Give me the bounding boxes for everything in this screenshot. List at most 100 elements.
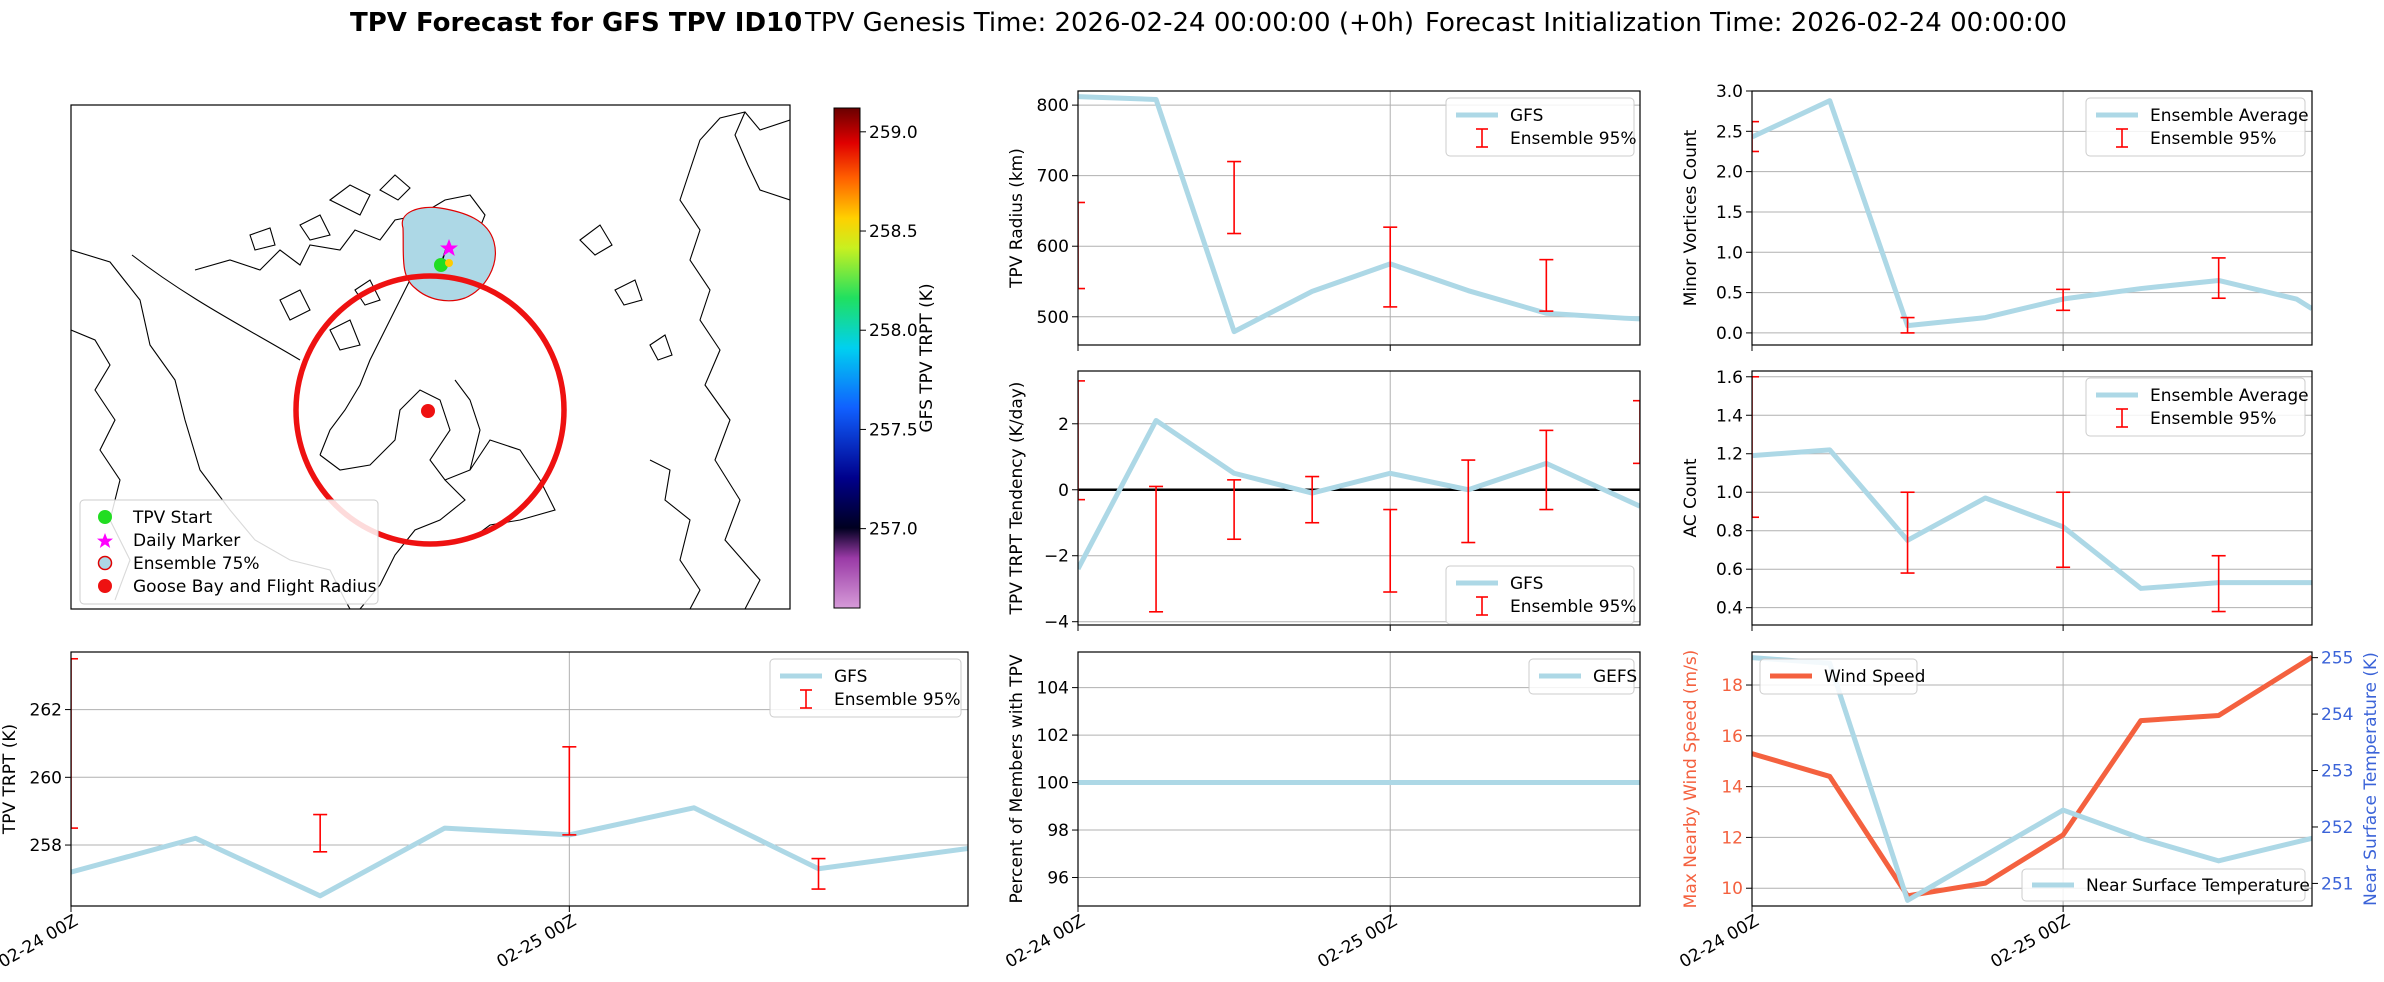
x-tick-label: 02-25 00Z xyxy=(1314,911,1400,972)
plot-area xyxy=(1078,94,1640,335)
daily-marker xyxy=(440,239,458,256)
title-bold: TPV Forecast for GFS TPV ID10 xyxy=(350,8,802,38)
legend-secondary: Near Surface Temperature xyxy=(2021,868,2310,902)
y-tick-label: 0.5 xyxy=(1716,284,1743,304)
y-axis-label: TPV Radius (km) xyxy=(1007,148,1027,289)
series-line-ensemble-average xyxy=(1752,447,2312,591)
axes-frame xyxy=(1077,370,1641,626)
error-bar xyxy=(1633,399,1640,465)
y-tick-label: 1.0 xyxy=(1716,483,1743,503)
error-bar xyxy=(2211,257,2226,300)
legend-box xyxy=(1528,658,1635,695)
chart-trpt: 258 260 262 02-24 00Z 02-25 00Z TPV TRPT (K) G… xyxy=(0,651,969,972)
error-bar xyxy=(1149,485,1164,613)
colorbar-tick-label: 258.0 xyxy=(869,321,918,341)
series-line-gfs xyxy=(71,805,968,899)
error-bar xyxy=(1539,429,1554,511)
y-axis-label: TPV TRPT (K) xyxy=(0,724,20,835)
border-line xyxy=(131,254,301,361)
y-tick-label: 16 xyxy=(1721,727,1743,747)
legend-box xyxy=(2085,97,2306,157)
legend: GFS Ensemble 95% xyxy=(1445,97,1637,157)
legend-daily-icon xyxy=(97,533,113,548)
legend: Ensemble Average Ensemble 95% xyxy=(2085,377,2309,437)
error-bar xyxy=(1227,479,1242,541)
plot-area xyxy=(1752,98,2312,334)
error-bar xyxy=(1461,459,1476,544)
error-bar xyxy=(1078,380,1085,501)
chart-percent: 96 98 100 102 104 02-24 00Z 02-25 00Z Percent o… xyxy=(1002,651,1641,972)
axes-frame xyxy=(1077,90,1641,346)
colorbar-ticks: 257.0 257.5 258.0 258.5 259.0 xyxy=(860,123,918,540)
legend-box xyxy=(2085,377,2306,437)
grid xyxy=(1078,91,1640,345)
error-bar xyxy=(1752,120,1759,153)
y-tick-label: 700 xyxy=(1037,167,1069,187)
tpv-start-marker xyxy=(434,258,448,272)
y-tick-label: 1.2 xyxy=(1716,445,1743,465)
error-bar xyxy=(1539,258,1554,312)
plot-area xyxy=(1752,375,2312,613)
y2-tick-label: 251 xyxy=(2321,874,2353,894)
legend-start-icon xyxy=(98,510,112,524)
coast-labrador xyxy=(359,479,466,609)
coast-eurasia-inner xyxy=(734,111,790,201)
title-genesis: TPV Genesis Time: 2026-02-24 00:00:00 (+… xyxy=(804,8,1414,38)
tpv-current-marker xyxy=(445,259,453,267)
y-tick-label: 0.0 xyxy=(1716,324,1743,344)
legend-label: Ensemble 95% xyxy=(2150,409,2277,429)
goose-bay-marker xyxy=(421,404,435,418)
islands-2 xyxy=(279,279,381,351)
colorbar-label: GFS TPV TRPT (K) xyxy=(917,283,937,432)
series-line-near-surface-temperature xyxy=(1752,655,2312,903)
colorbar-tick-label: 257.0 xyxy=(869,520,918,540)
chart-wind: 10 12 14 16 18 02-24 00Z 02-25 00Z Max Nearby W… xyxy=(1676,649,2381,973)
y-tick-label: 102 xyxy=(1037,726,1069,746)
y-tick-label: 104 xyxy=(1037,679,1069,699)
x-tick-label: 02-24 00Z xyxy=(1002,911,1088,972)
y-tick-label: 14 xyxy=(1721,778,1743,798)
title-init: Forecast Initialization Time: 2026-02-24… xyxy=(1425,8,2067,38)
coast-hudson xyxy=(319,379,481,481)
legend-ens-icon xyxy=(97,555,113,571)
y-tick-label: 0.8 xyxy=(1716,522,1743,542)
legend: GFS Ensemble 95% xyxy=(769,658,962,718)
series-line-gfs xyxy=(1078,417,1640,571)
legend-label: Ensemble 95% xyxy=(834,690,961,710)
y-tick-label: 96 xyxy=(1047,869,1069,889)
x-tick-label: 02-24 00Z xyxy=(1676,911,1762,972)
error-bar xyxy=(1078,201,1085,290)
error-bar xyxy=(562,746,577,836)
series-line-wind-speed xyxy=(1752,654,2312,899)
y-tick-label: 2.0 xyxy=(1716,163,1743,183)
y-tick-label: 1.4 xyxy=(1716,406,1743,426)
y-tick-label: 2 xyxy=(1058,415,1069,435)
y-axis-label: AC Count xyxy=(1681,458,1701,537)
error-bar xyxy=(313,813,328,853)
y-tick-label: −2 xyxy=(1044,547,1069,567)
chart-minor: 0.0 0.5 1.0 1.5 2.0 2.5 3.0 Minor Vortices Coun… xyxy=(1681,82,2313,351)
y-tick-label: 262 xyxy=(30,701,62,721)
y-tick-label: 1.6 xyxy=(1716,368,1743,388)
y-tick-label: 12 xyxy=(1721,828,1743,848)
x-tick-label: 02-25 00Z xyxy=(494,911,580,972)
colorbar xyxy=(833,107,861,609)
legend-label: Ensemble Average xyxy=(2150,106,2309,126)
chart-tendency: −4 −2 0 2 TPV TRPT Tendency (K/day) GFS Ensemb… xyxy=(1007,370,1641,633)
error-bar xyxy=(1752,375,1759,519)
map-legend: TPV Start Daily Marker Ensemble 75% Goos… xyxy=(79,499,379,605)
y-tick-label: 18 xyxy=(1721,676,1743,696)
legend-label: GEFS xyxy=(1593,667,1637,687)
legend: GEFS xyxy=(1528,658,1637,695)
y-axis-label: Max Nearby Wind Speed (m/s) xyxy=(1681,650,1701,909)
error-bar xyxy=(2056,288,2071,312)
y-tick-label: 260 xyxy=(30,768,62,788)
axes-frame xyxy=(1751,370,2313,626)
legend-label: Ensemble 95% xyxy=(1510,597,1637,617)
legend-box xyxy=(1759,658,1918,695)
plot-area xyxy=(71,657,968,899)
y2-tick-label: 254 xyxy=(2321,705,2353,725)
y-axis-label: Percent of Members with TPV xyxy=(1007,654,1027,903)
colorbar-tick-label: 258.5 xyxy=(869,222,918,242)
